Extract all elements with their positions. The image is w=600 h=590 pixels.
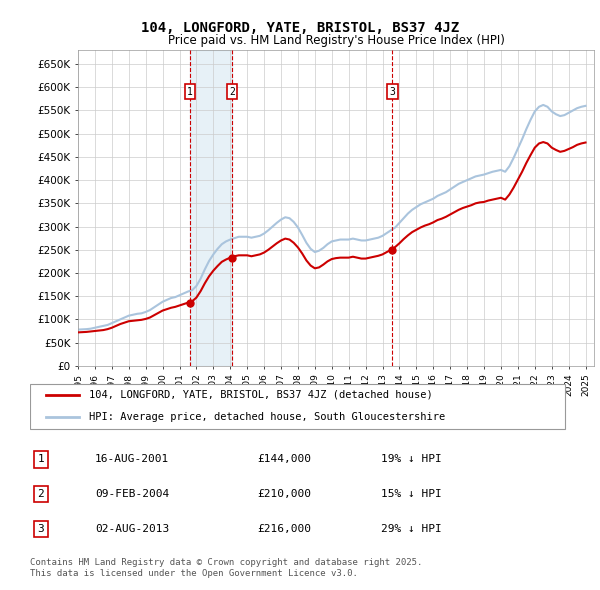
Text: Contains HM Land Registry data © Crown copyright and database right 2025.: Contains HM Land Registry data © Crown c… (30, 558, 422, 566)
Text: 3: 3 (389, 87, 395, 97)
Bar (190, 50, 232, 366)
Text: 3: 3 (37, 524, 44, 534)
Text: 02-AUG-2013: 02-AUG-2013 (95, 524, 169, 534)
Text: 15% ↓ HPI: 15% ↓ HPI (381, 489, 442, 499)
Text: 104, LONGFORD, YATE, BRISTOL, BS37 4JZ: 104, LONGFORD, YATE, BRISTOL, BS37 4JZ (141, 21, 459, 35)
Text: £144,000: £144,000 (257, 454, 311, 464)
Text: 2: 2 (229, 87, 235, 97)
Text: 29% ↓ HPI: 29% ↓ HPI (381, 524, 442, 534)
FancyBboxPatch shape (30, 384, 565, 429)
Text: 2: 2 (37, 489, 44, 499)
Text: 19% ↓ HPI: 19% ↓ HPI (381, 454, 442, 464)
Text: 1: 1 (37, 454, 44, 464)
Text: HPI: Average price, detached house, South Gloucestershire: HPI: Average price, detached house, Sout… (89, 412, 446, 422)
Text: This data is licensed under the Open Government Licence v3.0.: This data is licensed under the Open Gov… (30, 569, 358, 578)
Title: Price paid vs. HM Land Registry's House Price Index (HPI): Price paid vs. HM Land Registry's House … (167, 34, 505, 47)
Text: £210,000: £210,000 (257, 489, 311, 499)
Text: £216,000: £216,000 (257, 524, 311, 534)
Text: 1: 1 (187, 87, 193, 97)
Text: 104, LONGFORD, YATE, BRISTOL, BS37 4JZ (detached house): 104, LONGFORD, YATE, BRISTOL, BS37 4JZ (… (89, 389, 433, 399)
Text: 09-FEB-2004: 09-FEB-2004 (95, 489, 169, 499)
Text: 16-AUG-2001: 16-AUG-2001 (95, 454, 169, 464)
